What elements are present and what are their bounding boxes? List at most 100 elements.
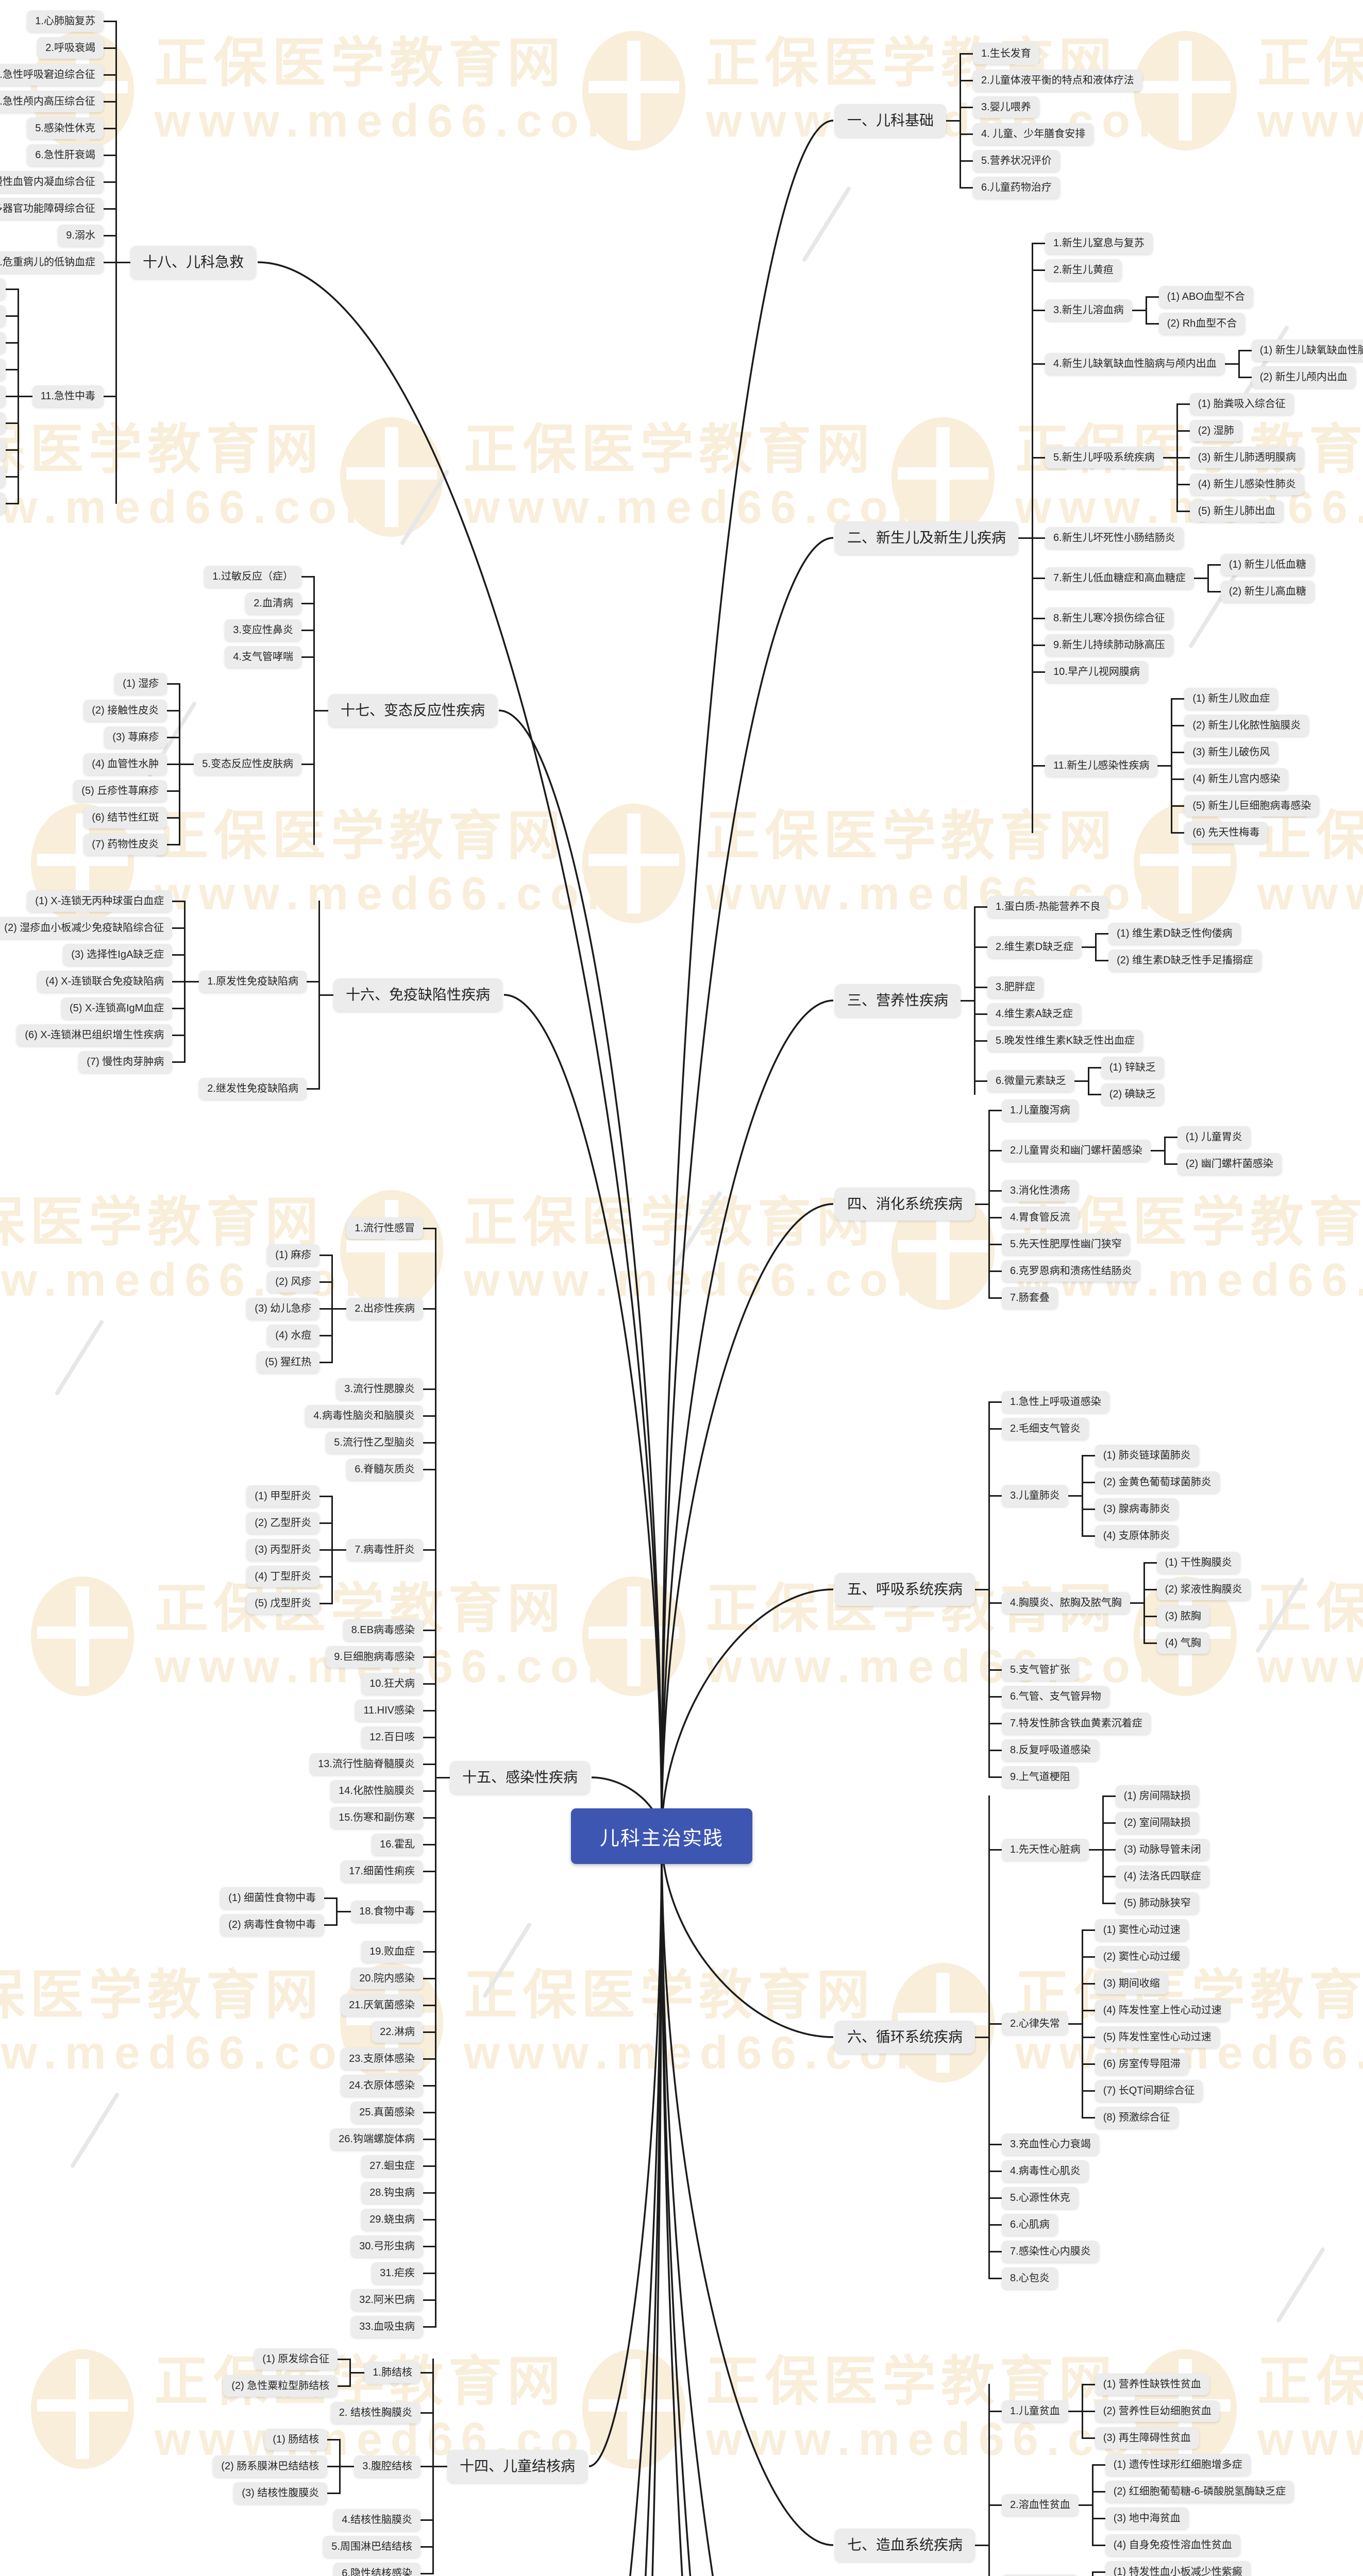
topic-node[interactable]: (2) Rh血型不合 bbox=[1158, 313, 1246, 334]
topic-node[interactable]: (5) 新生儿巨细胞病毒感染 bbox=[1184, 795, 1320, 817]
topic-node[interactable]: (1) 窦性心动过速 bbox=[1095, 1919, 1189, 1941]
topic-node[interactable]: (1) 有机磷中毒 bbox=[0, 278, 6, 300]
topic-node[interactable]: (7) 慢性肉芽肿病 bbox=[78, 1051, 173, 1073]
topic-node[interactable]: 6.心肌病 bbox=[1002, 2214, 1058, 2235]
topic-node[interactable]: (7) 酒精中毒 bbox=[0, 439, 6, 461]
topic-node[interactable]: (1) ABO血型不合 bbox=[1158, 286, 1253, 308]
topic-node[interactable]: (1) 营养性缺铁性贫血 bbox=[1095, 2374, 1209, 2395]
center-topic[interactable]: 儿科主治实践 bbox=[571, 1808, 752, 1864]
topic-node[interactable]: 20.院内感染 bbox=[351, 1968, 423, 1989]
topic-node[interactable]: (3) 灭鼠剂中毒 bbox=[0, 332, 6, 353]
topic-node[interactable]: 1.肺结核 bbox=[351, 2362, 420, 2383]
topic-node[interactable]: 30.弓形虫病 bbox=[351, 2235, 423, 2257]
topic-node[interactable]: 10.狂犬病 bbox=[361, 1673, 423, 1694]
topic-node[interactable]: 1.原发性免疫缺陷病 bbox=[186, 971, 307, 992]
topic-node[interactable]: 4.新生儿缺氧缺血性脑病与颅内出血 bbox=[1045, 353, 1238, 375]
topic-node[interactable]: (3) 结核性腹膜炎 bbox=[233, 2482, 328, 2504]
topic-node[interactable]: (4) 气胸 bbox=[1156, 1632, 1209, 1654]
topic-node[interactable]: (1) 肠结核 bbox=[264, 2429, 328, 2450]
topic-node[interactable]: 1.儿童腹泻病 bbox=[1002, 1099, 1079, 1121]
topic-node[interactable]: 5.营养状况评价 bbox=[973, 150, 1060, 172]
topic-node[interactable]: 9.溺水 bbox=[58, 225, 104, 246]
topic-node[interactable]: (1) 胎粪吸入综合征 bbox=[1189, 393, 1294, 415]
topic-node[interactable]: 3.肥胖症 bbox=[987, 976, 1044, 998]
topic-node[interactable]: 9.上气道梗阻 bbox=[1002, 1766, 1079, 1788]
topic-node[interactable]: (6) X-连锁淋巴组织增生性疾病 bbox=[16, 1024, 173, 1046]
topic-node[interactable]: 2.儿童体液平衡的特点和液体疗法 bbox=[973, 70, 1142, 91]
topic-node[interactable]: (4) 新生儿宫内感染 bbox=[1184, 768, 1289, 790]
topic-node[interactable]: (2) 幽门螺杆菌感染 bbox=[1177, 1153, 1282, 1175]
topic-node[interactable]: 8.心包炎 bbox=[1002, 2267, 1058, 2289]
topic-node[interactable]: 1.流行性感冒 bbox=[346, 1217, 423, 1239]
topic-node[interactable]: 8.反复呼吸道感染 bbox=[1002, 1739, 1099, 1761]
topic-node[interactable]: (3) 期间收缩 bbox=[1095, 1973, 1168, 1994]
topic-node[interactable]: 23.支原体感染 bbox=[341, 2048, 423, 2070]
topic-node[interactable]: (5) 戊型肝炎 bbox=[246, 1592, 320, 1614]
topic-node[interactable]: (2) 新生儿化脓性脑膜炎 bbox=[1184, 715, 1309, 736]
topic-node[interactable]: 32.阿米巴病 bbox=[351, 2289, 423, 2311]
topic-node[interactable]: (4) 丁型肝炎 bbox=[246, 1566, 320, 1587]
branch-node[interactable]: 三、营养性疾病 bbox=[835, 984, 974, 1017]
topic-node[interactable]: 5.流行性乙型脑炎 bbox=[326, 1432, 423, 1453]
topic-node[interactable]: (1) 原发综合征 bbox=[254, 2348, 338, 2370]
topic-node[interactable]: 4.胃食管反流 bbox=[1002, 1207, 1079, 1228]
topic-node[interactable]: 25.真菌感染 bbox=[351, 2102, 423, 2123]
topic-node[interactable]: 2.新生儿黄疸 bbox=[1045, 259, 1122, 281]
topic-node[interactable]: 1.心肺脑复苏 bbox=[27, 10, 104, 32]
topic-node[interactable]: 2.呼吸衰竭 bbox=[37, 37, 104, 59]
topic-node[interactable]: 2.儿童胃炎和幽门螺杆菌感染 bbox=[1002, 1140, 1164, 1161]
topic-node[interactable]: 1.新生儿窒息与复苏 bbox=[1045, 232, 1153, 254]
topic-node[interactable]: 1.先天性心脏病 bbox=[1002, 1839, 1102, 1860]
topic-node[interactable]: 4.病毒性脑炎和脑膜炎 bbox=[305, 1405, 423, 1427]
branch-node[interactable]: 十五、感染性疾病 bbox=[436, 1761, 590, 1794]
topic-node[interactable]: 11.HIV感染 bbox=[355, 1700, 423, 1721]
topic-node[interactable]: (1) 湿疹 bbox=[114, 673, 167, 694]
topic-node[interactable]: 5.晚发性维生素K缺乏性出血症 bbox=[987, 1030, 1143, 1052]
topic-node[interactable]: (3) 脓胸 bbox=[1156, 1605, 1209, 1627]
topic-node[interactable]: 2.继发性免疫缺陷病 bbox=[199, 1078, 307, 1099]
topic-node[interactable]: (2) 碘缺乏 bbox=[1101, 1083, 1164, 1105]
topic-node[interactable]: 3.消化性溃疡 bbox=[1002, 1180, 1079, 1201]
topic-node[interactable]: 3.流行性腮腺炎 bbox=[336, 1378, 423, 1400]
topic-node[interactable]: 7.病毒性肝炎 bbox=[333, 1539, 423, 1561]
topic-node[interactable]: 6.儿童药物治疗 bbox=[973, 177, 1060, 198]
topic-node[interactable]: (7) 长QT间期综合征 bbox=[1095, 2080, 1203, 2102]
topic-node[interactable]: 2. 结核性胸膜炎 bbox=[330, 2402, 420, 2424]
topic-node[interactable]: 11.急性中毒 bbox=[19, 385, 104, 407]
topic-node[interactable]: 18.食物中毒 bbox=[338, 1901, 423, 1922]
topic-node[interactable]: 14.化脓性脑膜炎 bbox=[330, 1780, 423, 1802]
topic-node[interactable]: (1) 特发性血小板减少性紫癜 bbox=[1105, 2561, 1251, 2576]
topic-node[interactable]: (4) 支原体肺炎 bbox=[1095, 1525, 1179, 1547]
topic-node[interactable]: (2) 窦性心动过缓 bbox=[1095, 1946, 1189, 1968]
topic-node[interactable]: 4. 儿童、少年膳食安排 bbox=[973, 123, 1094, 145]
topic-node[interactable]: (4) 自身免疫性溶血性贫血 bbox=[1105, 2534, 1240, 2556]
topic-node[interactable]: 4.急性颅内高压综合征 bbox=[0, 91, 104, 112]
topic-node[interactable]: (3) 动脉导管未闭 bbox=[1115, 1839, 1209, 1860]
topic-node[interactable]: 6.新生儿坏死性小肠结肠炎 bbox=[1045, 527, 1184, 549]
topic-node[interactable]: (3) 新生儿肺透明膜病 bbox=[1189, 447, 1304, 468]
topic-node[interactable]: 5.变态反应性皮肤病 bbox=[180, 753, 301, 775]
topic-node[interactable]: (4) 镇静剂中毒 bbox=[0, 359, 6, 380]
topic-node[interactable]: (6) 结节性红斑 bbox=[83, 807, 167, 828]
topic-node[interactable]: 1.儿童贫血 bbox=[1002, 2400, 1082, 2422]
topic-node[interactable]: (2) 室间隔缺损 bbox=[1115, 1812, 1199, 1834]
topic-node[interactable]: (2) 病毒性食物中毒 bbox=[220, 1914, 325, 1936]
topic-node[interactable]: (8) 吗啡中毒 bbox=[0, 466, 6, 487]
topic-node[interactable]: 7.特发性肺含铁血黄素沉着症 bbox=[1002, 1713, 1151, 1734]
topic-node[interactable]: (7) 药物性皮炎 bbox=[83, 834, 167, 855]
branch-node[interactable]: 五、呼吸系统疾病 bbox=[835, 1573, 989, 1606]
topic-node[interactable]: (1) 新生儿低血糖 bbox=[1220, 554, 1315, 575]
branch-node[interactable]: 十七、变态反应性疾病 bbox=[314, 694, 497, 727]
topic-node[interactable]: 8.多器官功能障碍综合征 bbox=[0, 198, 104, 219]
topic-node[interactable]: 3.急性呼吸窘迫综合征 bbox=[0, 64, 104, 86]
topic-node[interactable]: 1.过敏反应（症） bbox=[204, 566, 301, 587]
topic-node[interactable]: (9) 氯气中毒 bbox=[0, 493, 6, 514]
topic-node[interactable]: 21.厌氧菌感染 bbox=[341, 1994, 423, 2016]
topic-node[interactable]: (2) 强酸、强碱中毒 bbox=[0, 305, 6, 327]
topic-node[interactable]: (1) 麻疹 bbox=[267, 1244, 320, 1266]
topic-node[interactable]: (2) 肠系膜淋巴结结核 bbox=[213, 2455, 328, 2477]
topic-node[interactable]: 3.充血性心力衰竭 bbox=[1002, 2133, 1099, 2155]
topic-node[interactable]: 3.变应性鼻炎 bbox=[225, 619, 301, 641]
topic-node[interactable]: (1) 甲型肝炎 bbox=[246, 1485, 320, 1507]
topic-node[interactable]: 4.病毒性心肌炎 bbox=[1002, 2160, 1089, 2182]
